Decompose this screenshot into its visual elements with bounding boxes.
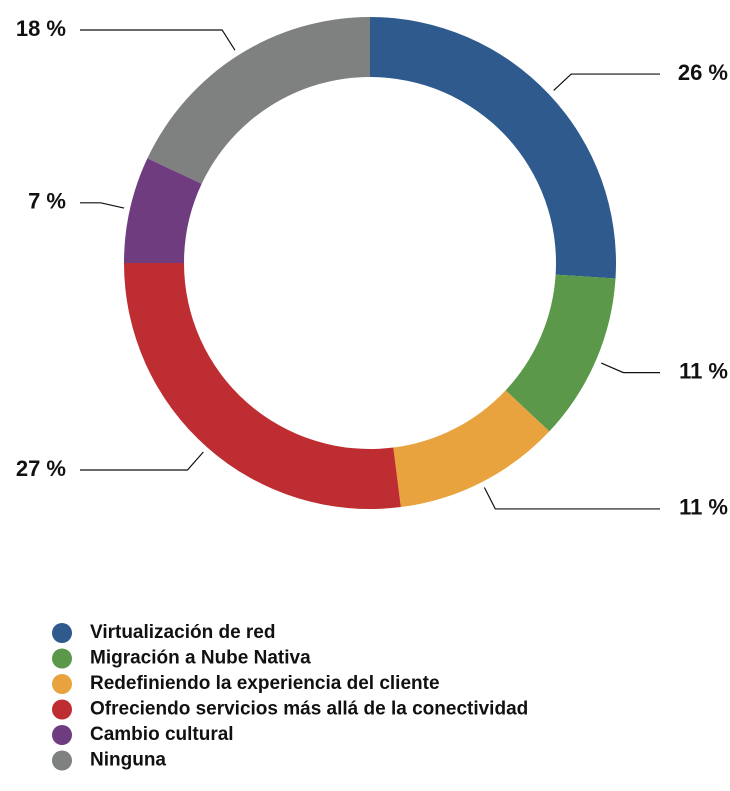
leader-line	[80, 451, 204, 471]
legend-label: Redefiniendo la experiencia del cliente	[90, 673, 440, 694]
leader-line	[80, 29, 236, 51]
data-label: 27 %	[16, 456, 66, 481]
data-label: 11 %	[679, 358, 728, 383]
data-label: 18 %	[16, 16, 66, 41]
legend-label: Cambio cultural	[90, 724, 234, 745]
legend-swatch	[52, 699, 72, 720]
leader-line	[483, 487, 660, 510]
donut-slice	[147, 17, 370, 184]
donut-slice	[505, 274, 616, 432]
legend-swatch	[52, 674, 72, 694]
legend-label: Ninguna	[90, 750, 166, 771]
donut-slice	[124, 158, 202, 263]
leader-line	[553, 73, 660, 91]
legend-swatch	[52, 725, 72, 745]
legend-swatch	[52, 623, 72, 643]
data-label: 7 %	[28, 189, 66, 214]
donut-slice	[393, 390, 550, 508]
legend-label: Migración a Nube Nativa	[90, 648, 311, 669]
leader-line	[601, 362, 660, 374]
donut-slice	[370, 17, 616, 279]
legend-swatch	[52, 648, 72, 669]
data-label: 26 %	[678, 60, 728, 85]
legend-label: Virtualización de red	[90, 622, 275, 643]
legend-label: Ofreciendo servicios más allá de la cone…	[90, 699, 528, 720]
leader-line	[80, 202, 125, 209]
data-label: 11 %	[679, 495, 728, 520]
legend-swatch	[52, 750, 72, 771]
donut-slice	[124, 263, 401, 509]
